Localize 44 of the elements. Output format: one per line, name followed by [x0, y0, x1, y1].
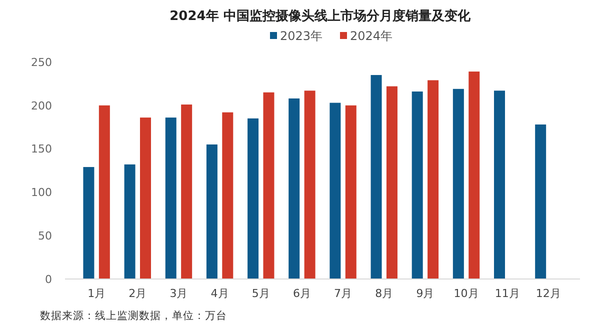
bar — [304, 90, 316, 279]
bar — [140, 118, 151, 279]
bar — [345, 105, 356, 279]
legend-label: 2023年 — [280, 29, 323, 43]
x-tick-label: 1月 — [88, 287, 106, 300]
x-tick-label: 4月 — [210, 287, 229, 300]
x-tick-label: 10月 — [454, 287, 479, 300]
x-tick-label: 5月 — [252, 287, 270, 300]
x-tick-label: 11月 — [494, 287, 520, 300]
bar — [263, 92, 274, 279]
bar — [83, 167, 94, 279]
bar — [535, 124, 546, 279]
x-tick-label: 9月 — [416, 287, 434, 300]
bar — [494, 90, 505, 279]
bar — [386, 86, 398, 279]
x-tick-label: 7月 — [334, 287, 352, 300]
y-tick-label: 150 — [31, 142, 52, 156]
x-tick-label: 8月 — [375, 287, 394, 300]
y-tick-label: 50 — [38, 229, 52, 242]
y-tick-label: 250 — [31, 56, 52, 69]
source-note: 数据来源：线上监测数据，单位：万台 — [40, 309, 227, 322]
bar — [452, 88, 464, 279]
x-tick-label: 12月 — [536, 287, 561, 300]
bar — [165, 118, 176, 279]
bar — [248, 118, 259, 279]
bar — [222, 112, 234, 279]
bar — [370, 75, 382, 279]
bar — [468, 72, 480, 279]
y-tick-label: 100 — [31, 186, 52, 200]
x-tick-label: 3月 — [170, 287, 188, 300]
y-tick-label: 0 — [45, 272, 52, 286]
bar — [288, 98, 300, 279]
x-tick-label: 6月 — [292, 287, 311, 300]
legend-label: 2024年 — [350, 29, 393, 43]
chart-title: 2024年 中国监控摄像头线上市场分月度销量及变化 — [170, 8, 472, 24]
bar — [428, 80, 439, 279]
bar — [98, 105, 110, 279]
bar — [330, 102, 341, 279]
bar — [124, 164, 136, 279]
bar — [412, 92, 423, 279]
y-tick-label: 200 — [31, 99, 52, 112]
bar — [206, 144, 218, 279]
bar — [181, 104, 192, 279]
x-tick-label: 2月 — [128, 287, 147, 300]
